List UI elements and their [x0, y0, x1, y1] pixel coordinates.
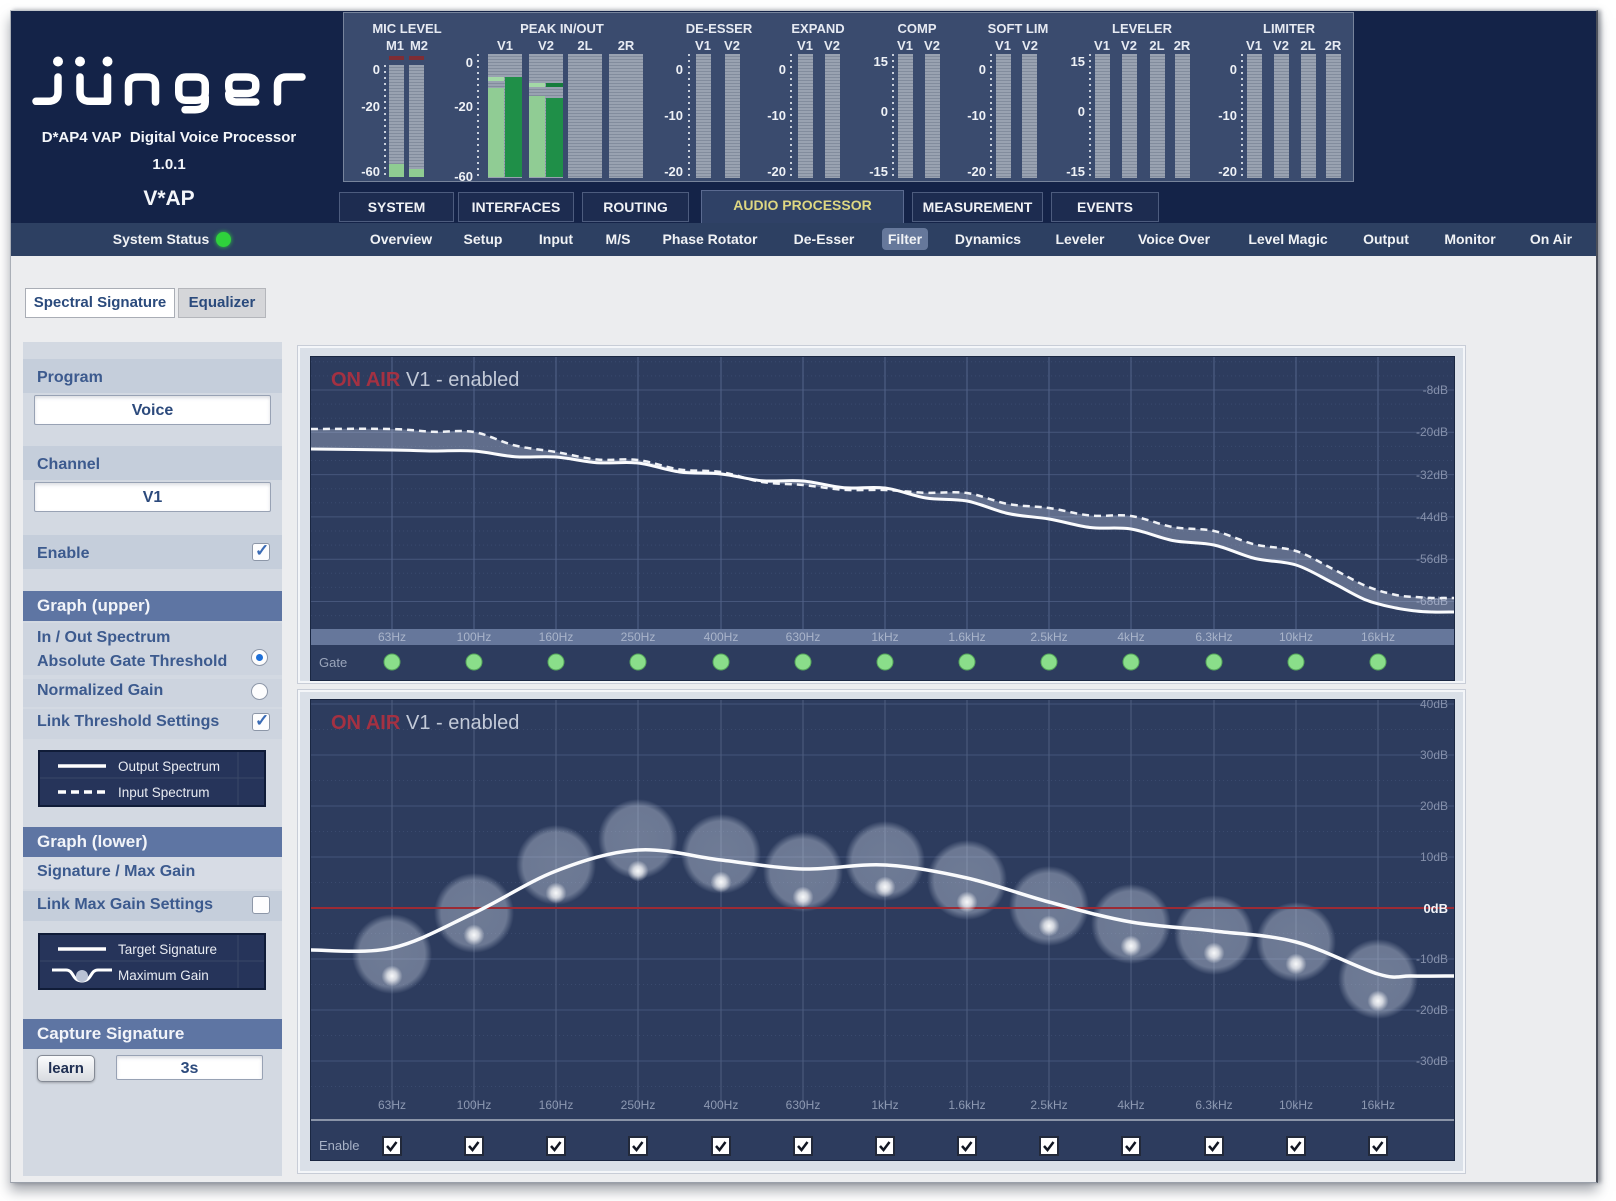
svg-text:6.3kHz: 6.3kHz	[1195, 1098, 1232, 1112]
svg-text:20dB: 20dB	[1420, 799, 1448, 813]
svg-text:2.5kHz: 2.5kHz	[1030, 1098, 1067, 1112]
svg-text:63Hz: 63Hz	[378, 1098, 406, 1112]
svg-text:V1 - enabled: V1 - enabled	[406, 369, 519, 391]
svg-text:-20dB: -20dB	[1416, 1003, 1448, 1017]
svg-text:63Hz: 63Hz	[378, 630, 406, 644]
svg-text:-20dB: -20dB	[1416, 425, 1448, 439]
svg-text:4kHz: 4kHz	[1117, 1098, 1144, 1112]
svg-text:1kHz: 1kHz	[871, 630, 898, 644]
svg-text:-8dB: -8dB	[1423, 383, 1448, 397]
svg-text:-32dB: -32dB	[1416, 468, 1448, 482]
svg-text:Maximum Gain: Maximum Gain	[118, 968, 209, 983]
svg-text:400Hz: 400Hz	[704, 630, 739, 644]
svg-text:2.5kHz: 2.5kHz	[1030, 630, 1067, 644]
svg-text:40dB: 40dB	[1420, 700, 1448, 711]
svg-text:100Hz: 100Hz	[457, 630, 492, 644]
svg-text:100Hz: 100Hz	[457, 1098, 492, 1112]
svg-text:250Hz: 250Hz	[621, 1098, 656, 1112]
svg-text:160Hz: 160Hz	[539, 630, 574, 644]
svg-text:16kHz: 16kHz	[1361, 1098, 1395, 1112]
svg-text:10dB: 10dB	[1420, 850, 1448, 864]
svg-text:ON AIR: ON AIR	[331, 369, 401, 391]
svg-text:Gate: Gate	[319, 655, 347, 670]
svg-text:-56dB: -56dB	[1416, 552, 1448, 566]
svg-text:30dB: 30dB	[1420, 748, 1448, 762]
svg-text:630Hz: 630Hz	[786, 630, 821, 644]
svg-text:Target Signature: Target Signature	[118, 942, 217, 957]
svg-text:-10dB: -10dB	[1416, 952, 1448, 966]
svg-text:Output Spectrum: Output Spectrum	[118, 759, 220, 774]
svg-text:630Hz: 630Hz	[786, 1098, 821, 1112]
svg-text:1kHz: 1kHz	[871, 1098, 898, 1112]
svg-text:4kHz: 4kHz	[1117, 630, 1144, 644]
svg-text:1.6kHz: 1.6kHz	[948, 630, 985, 644]
svg-text:10kHz: 10kHz	[1279, 630, 1313, 644]
svg-text:16kHz: 16kHz	[1361, 630, 1395, 644]
svg-text:-44dB: -44dB	[1416, 510, 1448, 524]
svg-text:160Hz: 160Hz	[539, 1098, 574, 1112]
svg-text:-30dB: -30dB	[1416, 1054, 1448, 1068]
svg-text:1.6kHz: 1.6kHz	[948, 1098, 985, 1112]
svg-text:Enable: Enable	[319, 1138, 359, 1153]
svg-text:250Hz: 250Hz	[621, 630, 656, 644]
svg-text:6.3kHz: 6.3kHz	[1195, 630, 1232, 644]
svg-text:0dB: 0dB	[1423, 901, 1448, 916]
svg-text:ON AIR: ON AIR	[331, 712, 401, 734]
svg-text:Input Spectrum: Input Spectrum	[118, 785, 210, 800]
svg-text:V1 - enabled: V1 - enabled	[406, 712, 519, 734]
svg-text:400Hz: 400Hz	[704, 1098, 739, 1112]
svg-text:10kHz: 10kHz	[1279, 1098, 1313, 1112]
